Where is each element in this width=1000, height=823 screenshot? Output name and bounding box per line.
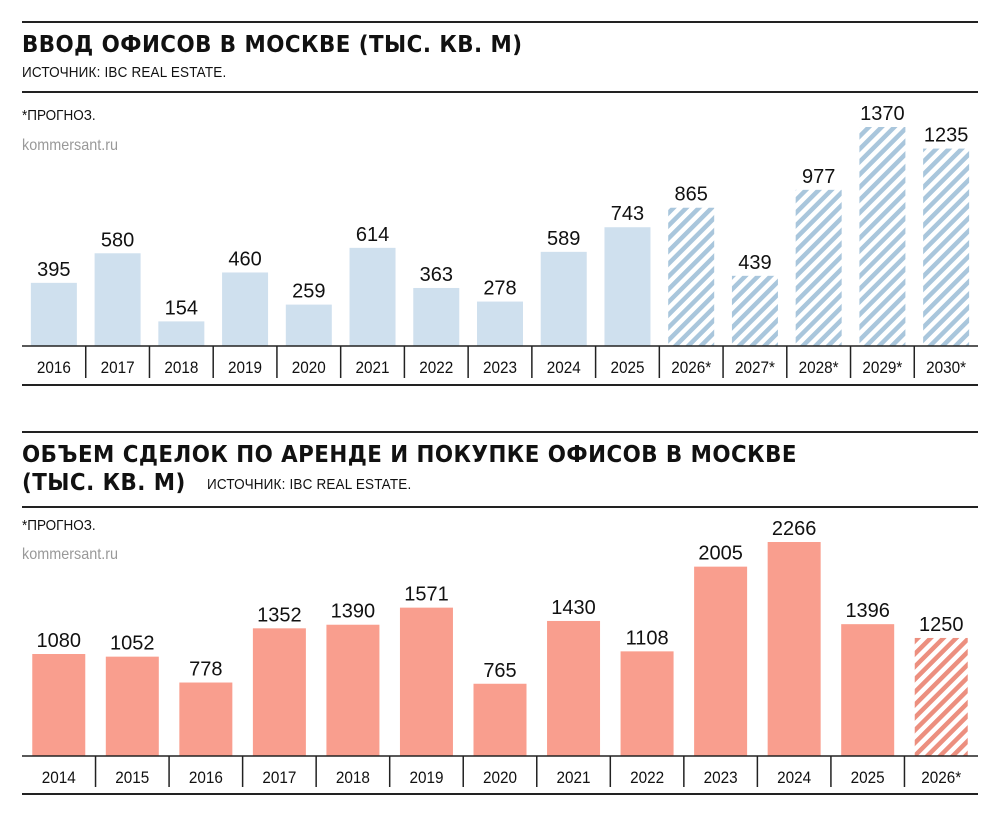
chart-1-data-label: 1235 [924,125,969,147]
chart-2-bar-2023 [694,566,748,756]
chart-1-watermark: kommersant.ru [22,137,119,154]
chart-1-data-label: 460 [228,248,261,270]
chart-2-tick-label: 2024 [777,768,811,787]
chart-2-bar-2014 [32,654,86,756]
top-rule-1 [22,21,978,23]
chart-2-bar-2022 [620,651,674,756]
chart-2-title-line2: (ТЫС. КВ. М) [22,470,186,496]
chart-2-tick-label: 2025 [851,768,885,787]
chart-2-data-label: 765 [483,660,516,682]
chart-2-data-label: 1250 [919,614,964,636]
chart-1-bar-2023 [477,301,523,346]
chart-2-bar-2019 [399,607,453,756]
chart-2-data-label: 1390 [331,601,376,623]
chart-1-data-label: 580 [101,229,134,251]
chart-1-bar-2018 [158,321,205,346]
chart-1-data-label: 743 [611,203,644,225]
chart-1-tick-label: 2026* [671,358,712,377]
chart-2-tick-label: 2022 [630,768,664,787]
chart-2-bar-2017 [252,628,306,756]
chart-2-bar-2026* [914,637,968,756]
chart-2-data-label: 778 [189,659,222,681]
chart-2-data-label: 1352 [257,604,302,626]
chart-1-tick-label: 2024 [547,358,581,377]
chart-1-tick-label: 2018 [164,358,198,377]
chart-1-bar-2024 [540,251,587,346]
chart-1-bar-2019 [222,272,269,346]
chart-2-data-label: 1571 [404,584,449,606]
chart-2-tick-label: 2021 [557,768,591,787]
chart-1-tick-label: 2025 [610,358,644,377]
chart-2-bar-2025 [841,624,895,756]
chart-1-data-label: 154 [165,297,198,319]
chart-2-data-label: 1080 [37,630,82,652]
chart-1-data-label: 589 [547,228,580,250]
chart-1-tick-label: 2030* [926,358,967,377]
chart-1-data-label: 865 [675,184,708,206]
chart-2-bar-2018 [326,624,380,756]
chart-2-data-label: 1108 [626,627,669,649]
chart-1-tick-label: 2020 [292,358,326,377]
chart-2-tick-label: 2023 [704,768,738,787]
chart-2-tick-label: 2017 [262,768,296,787]
chart-1-data-label: 259 [292,281,325,303]
header-rule-2 [22,506,978,508]
chart-2-tick-label: 2014 [42,768,76,787]
chart-1-bar-2026* [668,207,715,346]
chart-1-bar-2016 [30,282,77,346]
chart-1-bar-2020 [285,304,332,346]
chart-1-data-label: 363 [420,264,453,286]
chart-2-tick-label: 2019 [409,768,443,787]
chart-1-data-label: 614 [356,224,389,246]
chart-1-bar-2027* [731,275,778,346]
header-rule-1 [22,91,978,93]
chart-1-source: ИСТОЧНИК: IBC REAL ESTATE. [22,64,227,81]
chart-1-data-label: 977 [802,166,835,188]
chart-1-data-label: 395 [37,259,70,281]
chart-1-data-label: 1370 [860,103,905,125]
chart-1-tick-label: 2023 [483,358,517,377]
chart-1-bar-2025 [604,227,651,346]
chart-1-bar-2029* [859,127,906,346]
chart-2-data-label: 1052 [110,633,155,655]
chart-1-data-label: 439 [738,252,771,274]
chart-2-bar-2021 [547,620,601,756]
chart-1-bar-2021 [349,247,396,346]
chart-2-watermark: kommersant.ru [22,546,119,563]
chart-2-tick-label: 2016 [189,768,223,787]
chart-1-tick-label: 2021 [356,358,390,377]
chart-1-tick-label: 2028* [799,358,840,377]
chart-1-tick-label: 2027* [735,358,776,377]
chart-1-bar-2022 [413,287,460,346]
chart-2-bar-2015 [105,656,159,756]
chart-1-title: ВВОД ОФИСОВ В МОСКВЕ (ТЫС. КВ. М) [22,32,523,58]
chart-2-bar-2016 [179,682,233,756]
chart-2-data-label: 1396 [845,600,890,622]
chart-1-note: *ПРОГНОЗ. [22,107,96,124]
chart-1-bar-2017 [94,253,141,346]
chart-2-bar-2020 [473,683,527,756]
chart-1-data-label: 278 [483,278,516,300]
chart-1-tick-label: 2017 [101,358,135,377]
chart-2-tick-label: 2026* [921,768,962,787]
chart-2-data-label: 2005 [698,543,743,565]
chart-1-bar-2030* [923,148,970,346]
chart-2-data-label: 2266 [772,518,817,540]
chart-2-title-line1: ОБЪЕМ СДЕЛОК ПО АРЕНДЕ И ПОКУПКЕ ОФИСОВ … [22,442,797,468]
chart-2-tick-label: 2018 [336,768,370,787]
chart-1-tick-label: 2019 [228,358,262,377]
chart-1-tick-label: 2029* [862,358,903,377]
chart-1-bar-2028* [795,189,842,346]
chart-1-tick-label: 2016 [37,358,71,377]
chart-2-data-label: 1430 [551,597,596,619]
top-rule-2 [22,431,978,433]
chart-1-tick-label: 2022 [419,358,453,377]
chart-2-bar-2024 [767,542,821,756]
chart-2-source: ИСТОЧНИК: IBC REAL ESTATE. [207,476,412,493]
chart-2-note: *ПРОГНОЗ. [22,517,96,534]
chart-2-tick-label: 2015 [115,768,149,787]
chart-2-tick-label: 2020 [483,768,517,787]
